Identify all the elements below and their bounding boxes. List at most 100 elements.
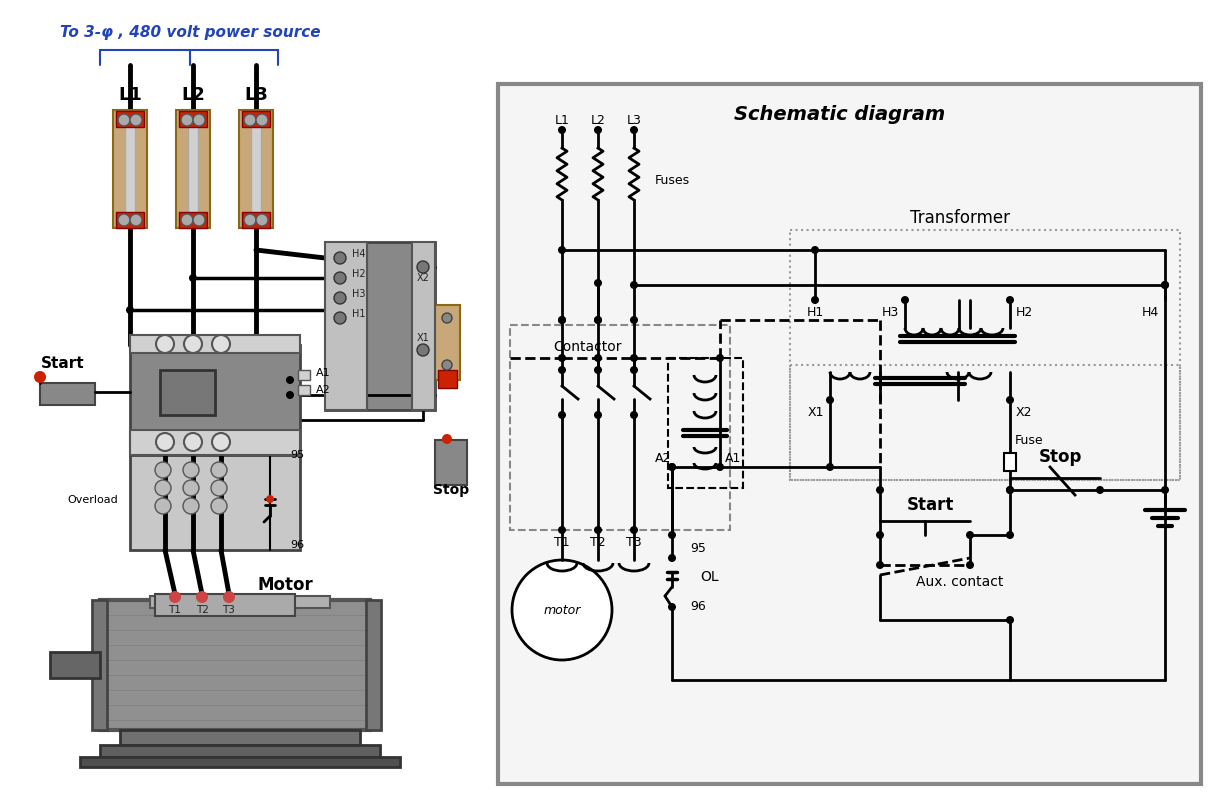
Text: X2: X2 xyxy=(417,273,429,283)
Text: T1: T1 xyxy=(169,605,181,615)
Circle shape xyxy=(876,561,884,569)
Text: To 3-φ , 480 volt power source: To 3-φ , 480 volt power source xyxy=(60,24,320,40)
Text: Fuse: Fuse xyxy=(1015,433,1043,446)
Text: 95: 95 xyxy=(289,450,304,460)
Circle shape xyxy=(257,114,268,126)
Text: H1: H1 xyxy=(351,309,366,319)
Circle shape xyxy=(193,214,206,226)
Circle shape xyxy=(876,531,884,539)
Bar xyxy=(1004,453,1017,471)
Text: Stop: Stop xyxy=(433,483,469,497)
Circle shape xyxy=(593,316,602,324)
Text: X1: X1 xyxy=(807,405,824,419)
Circle shape xyxy=(558,316,565,324)
Text: Overload: Overload xyxy=(67,495,118,505)
Circle shape xyxy=(593,316,602,324)
Circle shape xyxy=(593,279,602,287)
Circle shape xyxy=(184,433,202,451)
Text: L1: L1 xyxy=(118,86,142,104)
Circle shape xyxy=(193,114,206,126)
Text: H2: H2 xyxy=(1017,306,1034,319)
Text: Start: Start xyxy=(41,356,85,370)
Circle shape xyxy=(1006,531,1014,539)
Circle shape xyxy=(630,316,638,324)
Text: H2: H2 xyxy=(351,269,366,279)
Bar xyxy=(130,455,300,550)
Circle shape xyxy=(558,411,565,419)
Circle shape xyxy=(244,114,257,126)
Circle shape xyxy=(668,554,676,562)
Circle shape xyxy=(184,335,202,353)
Circle shape xyxy=(826,463,834,471)
Circle shape xyxy=(130,214,142,226)
Bar xyxy=(438,370,457,388)
Circle shape xyxy=(901,296,910,304)
Text: motor: motor xyxy=(544,604,581,617)
Circle shape xyxy=(668,531,676,539)
Bar xyxy=(154,594,295,616)
Circle shape xyxy=(558,126,565,134)
Text: H4: H4 xyxy=(351,249,366,259)
Circle shape xyxy=(156,335,174,353)
Circle shape xyxy=(630,366,638,374)
Bar xyxy=(250,117,261,221)
Circle shape xyxy=(826,396,834,404)
Bar xyxy=(435,440,467,485)
Circle shape xyxy=(182,462,199,478)
Circle shape xyxy=(630,354,638,362)
Circle shape xyxy=(966,561,974,569)
Circle shape xyxy=(1161,281,1169,289)
Text: X2: X2 xyxy=(1017,405,1032,419)
Bar xyxy=(130,345,300,455)
Text: 95: 95 xyxy=(689,541,705,554)
Circle shape xyxy=(811,296,820,304)
Circle shape xyxy=(668,463,676,471)
Bar xyxy=(116,111,143,127)
Bar xyxy=(92,600,107,730)
Circle shape xyxy=(266,495,274,503)
Circle shape xyxy=(286,391,294,399)
Circle shape xyxy=(169,591,181,603)
Bar xyxy=(113,110,147,228)
Bar xyxy=(242,111,270,127)
Circle shape xyxy=(286,376,294,384)
Circle shape xyxy=(966,531,974,539)
Text: Start: Start xyxy=(906,496,953,514)
Bar xyxy=(499,84,1201,784)
Circle shape xyxy=(668,603,676,611)
Bar xyxy=(412,242,435,410)
Circle shape xyxy=(417,344,429,356)
Circle shape xyxy=(1006,486,1014,494)
Circle shape xyxy=(156,433,174,451)
Circle shape xyxy=(182,480,199,496)
Text: Aux. contact: Aux. contact xyxy=(917,575,1003,589)
Circle shape xyxy=(118,114,130,126)
Circle shape xyxy=(181,214,193,226)
Circle shape xyxy=(441,313,452,323)
Circle shape xyxy=(876,486,884,494)
Bar xyxy=(790,365,1180,480)
Text: L3: L3 xyxy=(244,86,268,104)
Circle shape xyxy=(630,526,638,534)
Bar xyxy=(125,117,135,221)
Circle shape xyxy=(716,463,724,471)
Bar xyxy=(242,212,270,228)
Circle shape xyxy=(334,312,347,324)
Bar xyxy=(325,242,367,410)
Text: L2: L2 xyxy=(591,114,606,127)
Circle shape xyxy=(441,434,452,444)
Text: T3: T3 xyxy=(626,536,642,549)
Text: T2: T2 xyxy=(196,605,208,615)
Bar xyxy=(298,385,310,395)
Circle shape xyxy=(593,366,602,374)
Text: H1: H1 xyxy=(806,306,823,319)
Text: A2: A2 xyxy=(654,451,671,465)
Circle shape xyxy=(811,246,820,254)
Circle shape xyxy=(181,114,193,126)
Bar xyxy=(130,335,300,353)
Text: Fuses: Fuses xyxy=(655,174,691,186)
Circle shape xyxy=(34,371,46,383)
Text: L3: L3 xyxy=(626,114,641,127)
Bar xyxy=(179,111,207,127)
Circle shape xyxy=(630,411,638,419)
